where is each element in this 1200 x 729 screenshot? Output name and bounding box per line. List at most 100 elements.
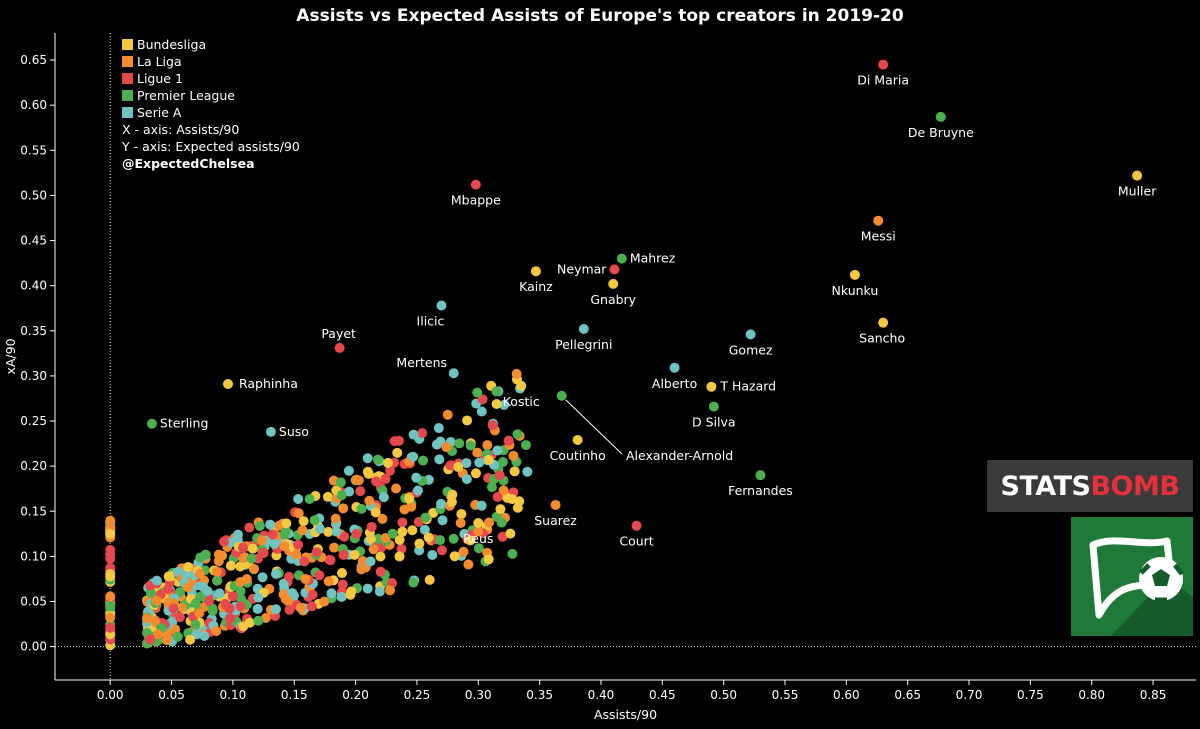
y-axis-note: Y - axis: Expected assists/90 bbox=[122, 139, 300, 154]
player-point bbox=[363, 468, 374, 479]
player-point bbox=[417, 428, 428, 439]
player-point bbox=[337, 579, 348, 590]
legend-swatch bbox=[122, 107, 133, 118]
player-point bbox=[267, 529, 278, 540]
player-point bbox=[357, 555, 368, 566]
player-point bbox=[284, 604, 295, 615]
player-point-pellegrini bbox=[578, 323, 589, 334]
player-label-gomez: Gomez bbox=[729, 342, 773, 357]
player-point bbox=[235, 561, 246, 572]
player-point bbox=[105, 549, 116, 560]
player-point-di-maria bbox=[878, 59, 889, 70]
player-point bbox=[247, 543, 258, 554]
player-point bbox=[408, 451, 419, 462]
player-point bbox=[408, 577, 419, 588]
player-point bbox=[394, 551, 405, 562]
player-point-d-silva bbox=[708, 401, 719, 412]
player-point-messi bbox=[873, 215, 884, 226]
player-label-alberto: Alberto bbox=[652, 376, 697, 391]
player-point bbox=[249, 563, 260, 574]
player-point bbox=[476, 500, 487, 511]
player-label-pellegrini: Pellegrini bbox=[555, 337, 612, 352]
player-point bbox=[151, 575, 162, 586]
player-point bbox=[507, 548, 518, 559]
player-point bbox=[378, 492, 389, 503]
y-tick-label: 0.10 bbox=[20, 549, 47, 563]
player-point bbox=[335, 477, 346, 488]
player-point bbox=[509, 466, 520, 477]
player-point bbox=[280, 594, 291, 605]
player-point bbox=[512, 429, 523, 440]
player-label-nkunku: Nkunku bbox=[832, 283, 879, 298]
player-point bbox=[351, 474, 362, 485]
player-point bbox=[389, 436, 400, 447]
player-point bbox=[465, 440, 476, 451]
player-point bbox=[445, 460, 456, 471]
player-point bbox=[472, 387, 483, 398]
player-point-gnabry bbox=[608, 278, 619, 289]
player-point bbox=[375, 566, 386, 577]
legend-item-bundesliga: Bundesliga bbox=[122, 36, 300, 53]
player-point bbox=[105, 622, 116, 633]
player-point bbox=[436, 498, 447, 509]
player-point bbox=[271, 568, 282, 579]
player-point bbox=[511, 368, 522, 379]
y-tick-label: 0.50 bbox=[20, 188, 47, 202]
player-point bbox=[387, 528, 398, 539]
player-point bbox=[368, 544, 379, 555]
player-point bbox=[384, 585, 395, 596]
player-point bbox=[446, 496, 457, 507]
player-label-t-hazard: T Hazard bbox=[719, 379, 776, 394]
player-label-court: Court bbox=[619, 534, 653, 549]
player-point-suso bbox=[265, 426, 276, 437]
player-point bbox=[371, 476, 382, 487]
player-point bbox=[461, 458, 472, 469]
player-point-gomez bbox=[745, 329, 756, 340]
player-point bbox=[406, 501, 417, 512]
player-point bbox=[412, 485, 423, 496]
player-point bbox=[323, 576, 334, 587]
player-point bbox=[407, 525, 418, 536]
player-point bbox=[408, 429, 419, 440]
player-point bbox=[375, 551, 386, 562]
player-point-muller bbox=[1132, 170, 1143, 181]
player-point bbox=[293, 508, 304, 519]
player-label-messi: Messi bbox=[861, 229, 896, 244]
player-point bbox=[344, 486, 355, 497]
x-tick-label: 0.10 bbox=[220, 688, 247, 702]
player-point-sterling bbox=[146, 418, 157, 429]
player-point bbox=[306, 601, 317, 612]
player-point-kainz bbox=[530, 266, 541, 277]
x-tick-label: 0.70 bbox=[956, 688, 983, 702]
player-point bbox=[373, 533, 384, 544]
x-tick-label: 0.65 bbox=[894, 688, 921, 702]
player-point bbox=[309, 515, 320, 526]
legend-label: Premier League bbox=[137, 88, 235, 103]
player-point bbox=[336, 490, 347, 501]
player-point bbox=[462, 415, 473, 426]
player-point-mahrez bbox=[616, 253, 627, 264]
player-point-t-hazard bbox=[706, 381, 717, 392]
player-point bbox=[330, 513, 341, 524]
player-point bbox=[254, 520, 265, 531]
player-point bbox=[374, 586, 385, 597]
player-point bbox=[194, 568, 205, 579]
player-point bbox=[258, 547, 269, 558]
player-point-alberto bbox=[669, 362, 680, 373]
player-point bbox=[163, 571, 174, 582]
player-point bbox=[486, 482, 497, 493]
player-point bbox=[194, 608, 205, 619]
player-point bbox=[365, 556, 376, 567]
player-point bbox=[507, 494, 518, 505]
player-label-d-silva: D Silva bbox=[692, 415, 736, 430]
x-tick-label: 0.55 bbox=[772, 688, 799, 702]
player-point bbox=[260, 613, 271, 624]
player-point bbox=[174, 587, 185, 598]
player-point bbox=[449, 551, 460, 562]
x-tick-label: 0.00 bbox=[97, 688, 124, 702]
y-tick-label: 0.30 bbox=[20, 369, 47, 383]
player-point-coutinho bbox=[572, 434, 583, 445]
legend-item-la-liga: La Liga bbox=[122, 53, 300, 70]
player-point bbox=[105, 600, 116, 611]
player-point bbox=[436, 545, 447, 556]
